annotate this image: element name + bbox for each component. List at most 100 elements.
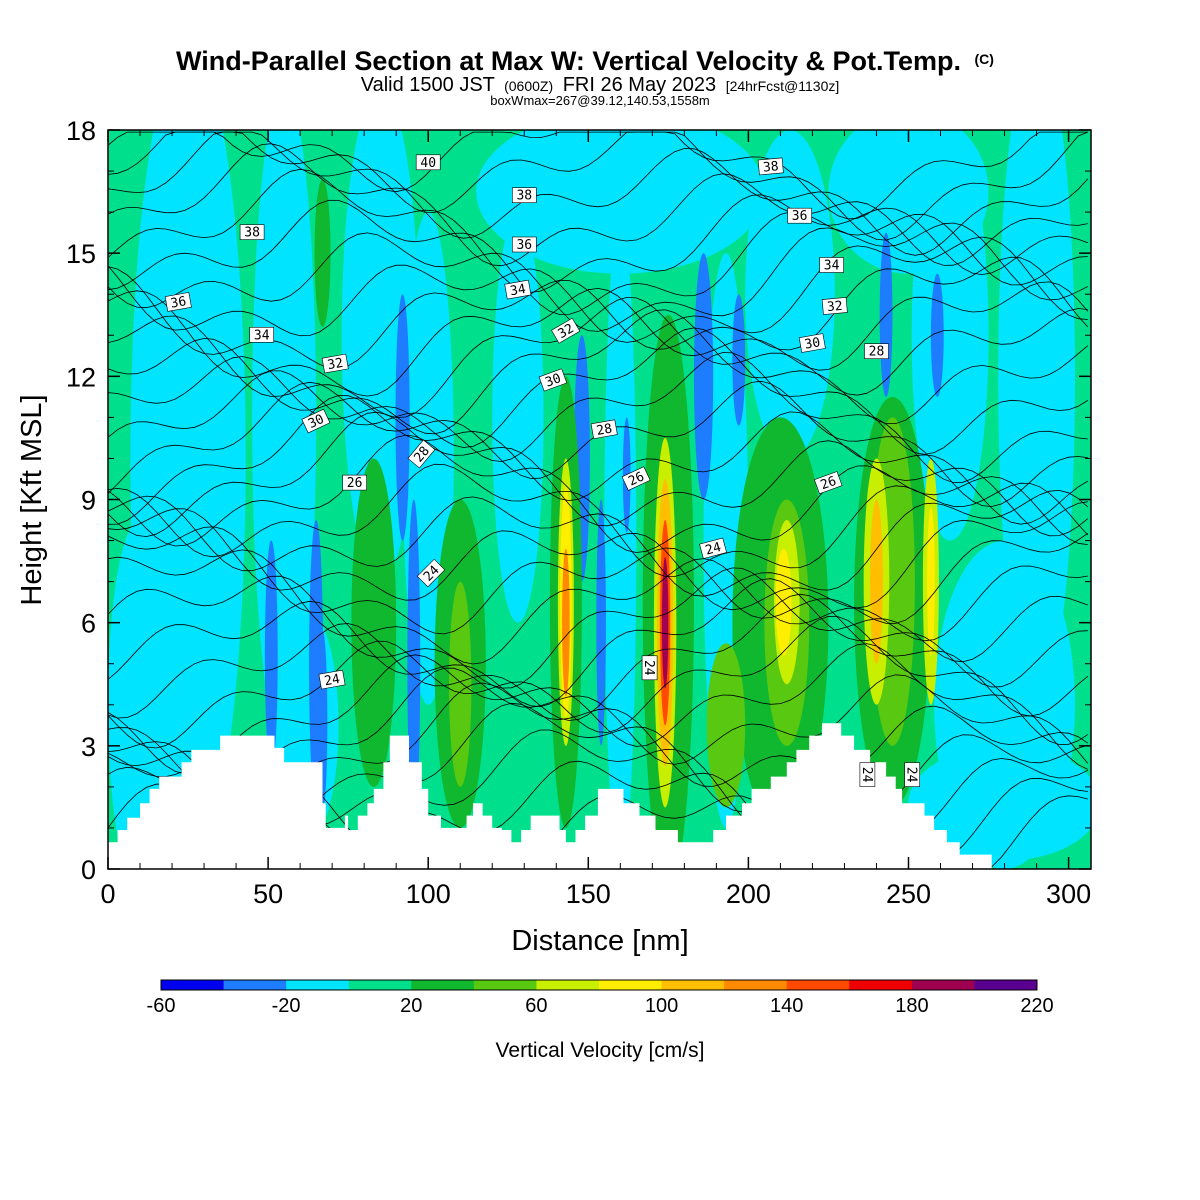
theta-contour-7: [108, 615, 1089, 749]
y-axis-label: Height [Kft MSL]: [16, 394, 48, 605]
theta-contour-33: [108, 131, 1088, 220]
contour-label-box: [864, 343, 889, 360]
contour-label-text: 40: [420, 156, 436, 171]
contour-label-22: 32: [821, 297, 848, 315]
contour-label-5: 30: [538, 368, 568, 392]
theta-contour-27: [108, 222, 1088, 332]
colorbar-label-5: 140: [770, 995, 803, 1017]
colorbar-segment-7: [599, 980, 663, 990]
contour-label-text: 32: [326, 356, 344, 373]
colorbar-segment-1: [223, 980, 287, 990]
contour-label-3: 34: [504, 279, 532, 300]
contour-label-20: 36: [787, 207, 812, 224]
contour-label-text: 32: [826, 299, 843, 315]
contour-label-text: 24: [704, 540, 723, 559]
theta-contour-29: [108, 168, 1088, 293]
velocity-region-46: [661, 556, 669, 689]
colorbar: -60 -20 20 60 100 140 180 220: [147, 979, 1054, 1017]
contour-label-10: 38: [239, 224, 265, 241]
theta-contour-10: [108, 567, 1088, 689]
contour-label-box: [859, 762, 876, 787]
contour-label-box: [814, 471, 843, 495]
theta-contour-14: [108, 489, 1089, 597]
velocity-region-6: [492, 212, 544, 623]
theta-contour-9: [108, 578, 1088, 708]
contour-label-text: 24: [859, 767, 874, 783]
contour-label-box: [538, 368, 568, 392]
contour-label-text: 36: [516, 238, 532, 253]
contour-label-box: [504, 279, 532, 300]
contour-label-box: [511, 187, 537, 203]
x-tick-label-5: 250: [886, 879, 931, 909]
theta-contour-17: [108, 411, 1089, 538]
contour-label-text: 28: [869, 345, 885, 360]
contour-label-24: 28: [864, 343, 889, 360]
velocity-region-30: [351, 458, 397, 787]
x-tick-label-0: 0: [100, 879, 115, 909]
velocity-region-52: [927, 507, 935, 656]
contour-label-13: 32: [321, 353, 349, 374]
colorbar-segment-4: [411, 980, 475, 990]
theta-contour-23: [108, 296, 1088, 418]
y-tick-label-6: 18: [66, 116, 96, 146]
x-tick-label-3: 150: [566, 879, 611, 909]
contour-label-text: 38: [244, 226, 260, 241]
contour-label-text: 26: [347, 476, 363, 491]
velocity-region-25: [693, 253, 714, 500]
contour-label-box: [249, 326, 275, 343]
theta-contour-13: [108, 501, 1088, 611]
velocity-region-7: [604, 212, 637, 869]
theta-contour-8: [108, 593, 1089, 721]
y-tick-label-1: 3: [81, 732, 96, 762]
colorbar-segment-0: [161, 980, 225, 990]
theta-contour-22: [108, 309, 1089, 435]
contour-label-0: 40: [415, 154, 441, 171]
terrain: [108, 723, 1091, 869]
contour-label-27: 24: [904, 762, 921, 787]
colorbar-segment-10: [786, 980, 850, 990]
velocity-region-39: [706, 643, 746, 808]
colorbar-segment-11: [849, 980, 913, 990]
theta-contour-11: [108, 549, 1088, 665]
contour-label-box: [511, 236, 537, 253]
contour-label-text: 26: [819, 474, 839, 493]
velocity-region-23: [596, 499, 606, 746]
velocity-region-9: [745, 130, 835, 459]
theta-contour-20: [108, 352, 1088, 483]
contour-label-4: 32: [551, 317, 581, 344]
subtitle-utc: (0600Z): [504, 78, 553, 94]
contour-label-box: [415, 154, 441, 171]
x-axis-label: Distance [nm]: [511, 925, 688, 957]
contour-label-box: [416, 558, 446, 588]
contour-label-text: 24: [323, 672, 341, 690]
velocity-region-36: [449, 581, 472, 787]
x-tick-label-2: 100: [406, 879, 451, 909]
contour-label-box: [699, 537, 727, 560]
contour-label-19: 38: [757, 157, 784, 176]
contour-label-box: [641, 655, 658, 681]
contour-label-1: 38: [511, 187, 537, 204]
velocity-region-18: [410, 614, 418, 796]
contour-label-text: 24: [904, 767, 919, 783]
contour-label-box: [590, 419, 618, 440]
colorbar-label-4: 100: [645, 995, 678, 1017]
contour-label-text: 30: [803, 335, 821, 352]
colorbar-label-6: 180: [895, 995, 928, 1017]
contour-label-box: [798, 333, 826, 353]
velocity-field: [108, 130, 1091, 869]
contour-label-box: [787, 207, 812, 224]
velocity-region-29: [314, 179, 331, 328]
y-tick-label-5: 15: [66, 239, 96, 269]
contour-label-box: [239, 224, 265, 240]
contour-label-box: [757, 157, 784, 176]
contour-label-8: 24: [699, 537, 727, 560]
colorbar-segment-9: [724, 980, 788, 990]
contour-label-text: 38: [516, 189, 532, 204]
y-tick-label-0: 0: [81, 855, 96, 885]
theta-contour-26: [108, 236, 1088, 343]
theta-contour-6: [108, 643, 1088, 775]
velocity-region-50: [870, 499, 883, 664]
velocity-region-28: [930, 273, 944, 397]
